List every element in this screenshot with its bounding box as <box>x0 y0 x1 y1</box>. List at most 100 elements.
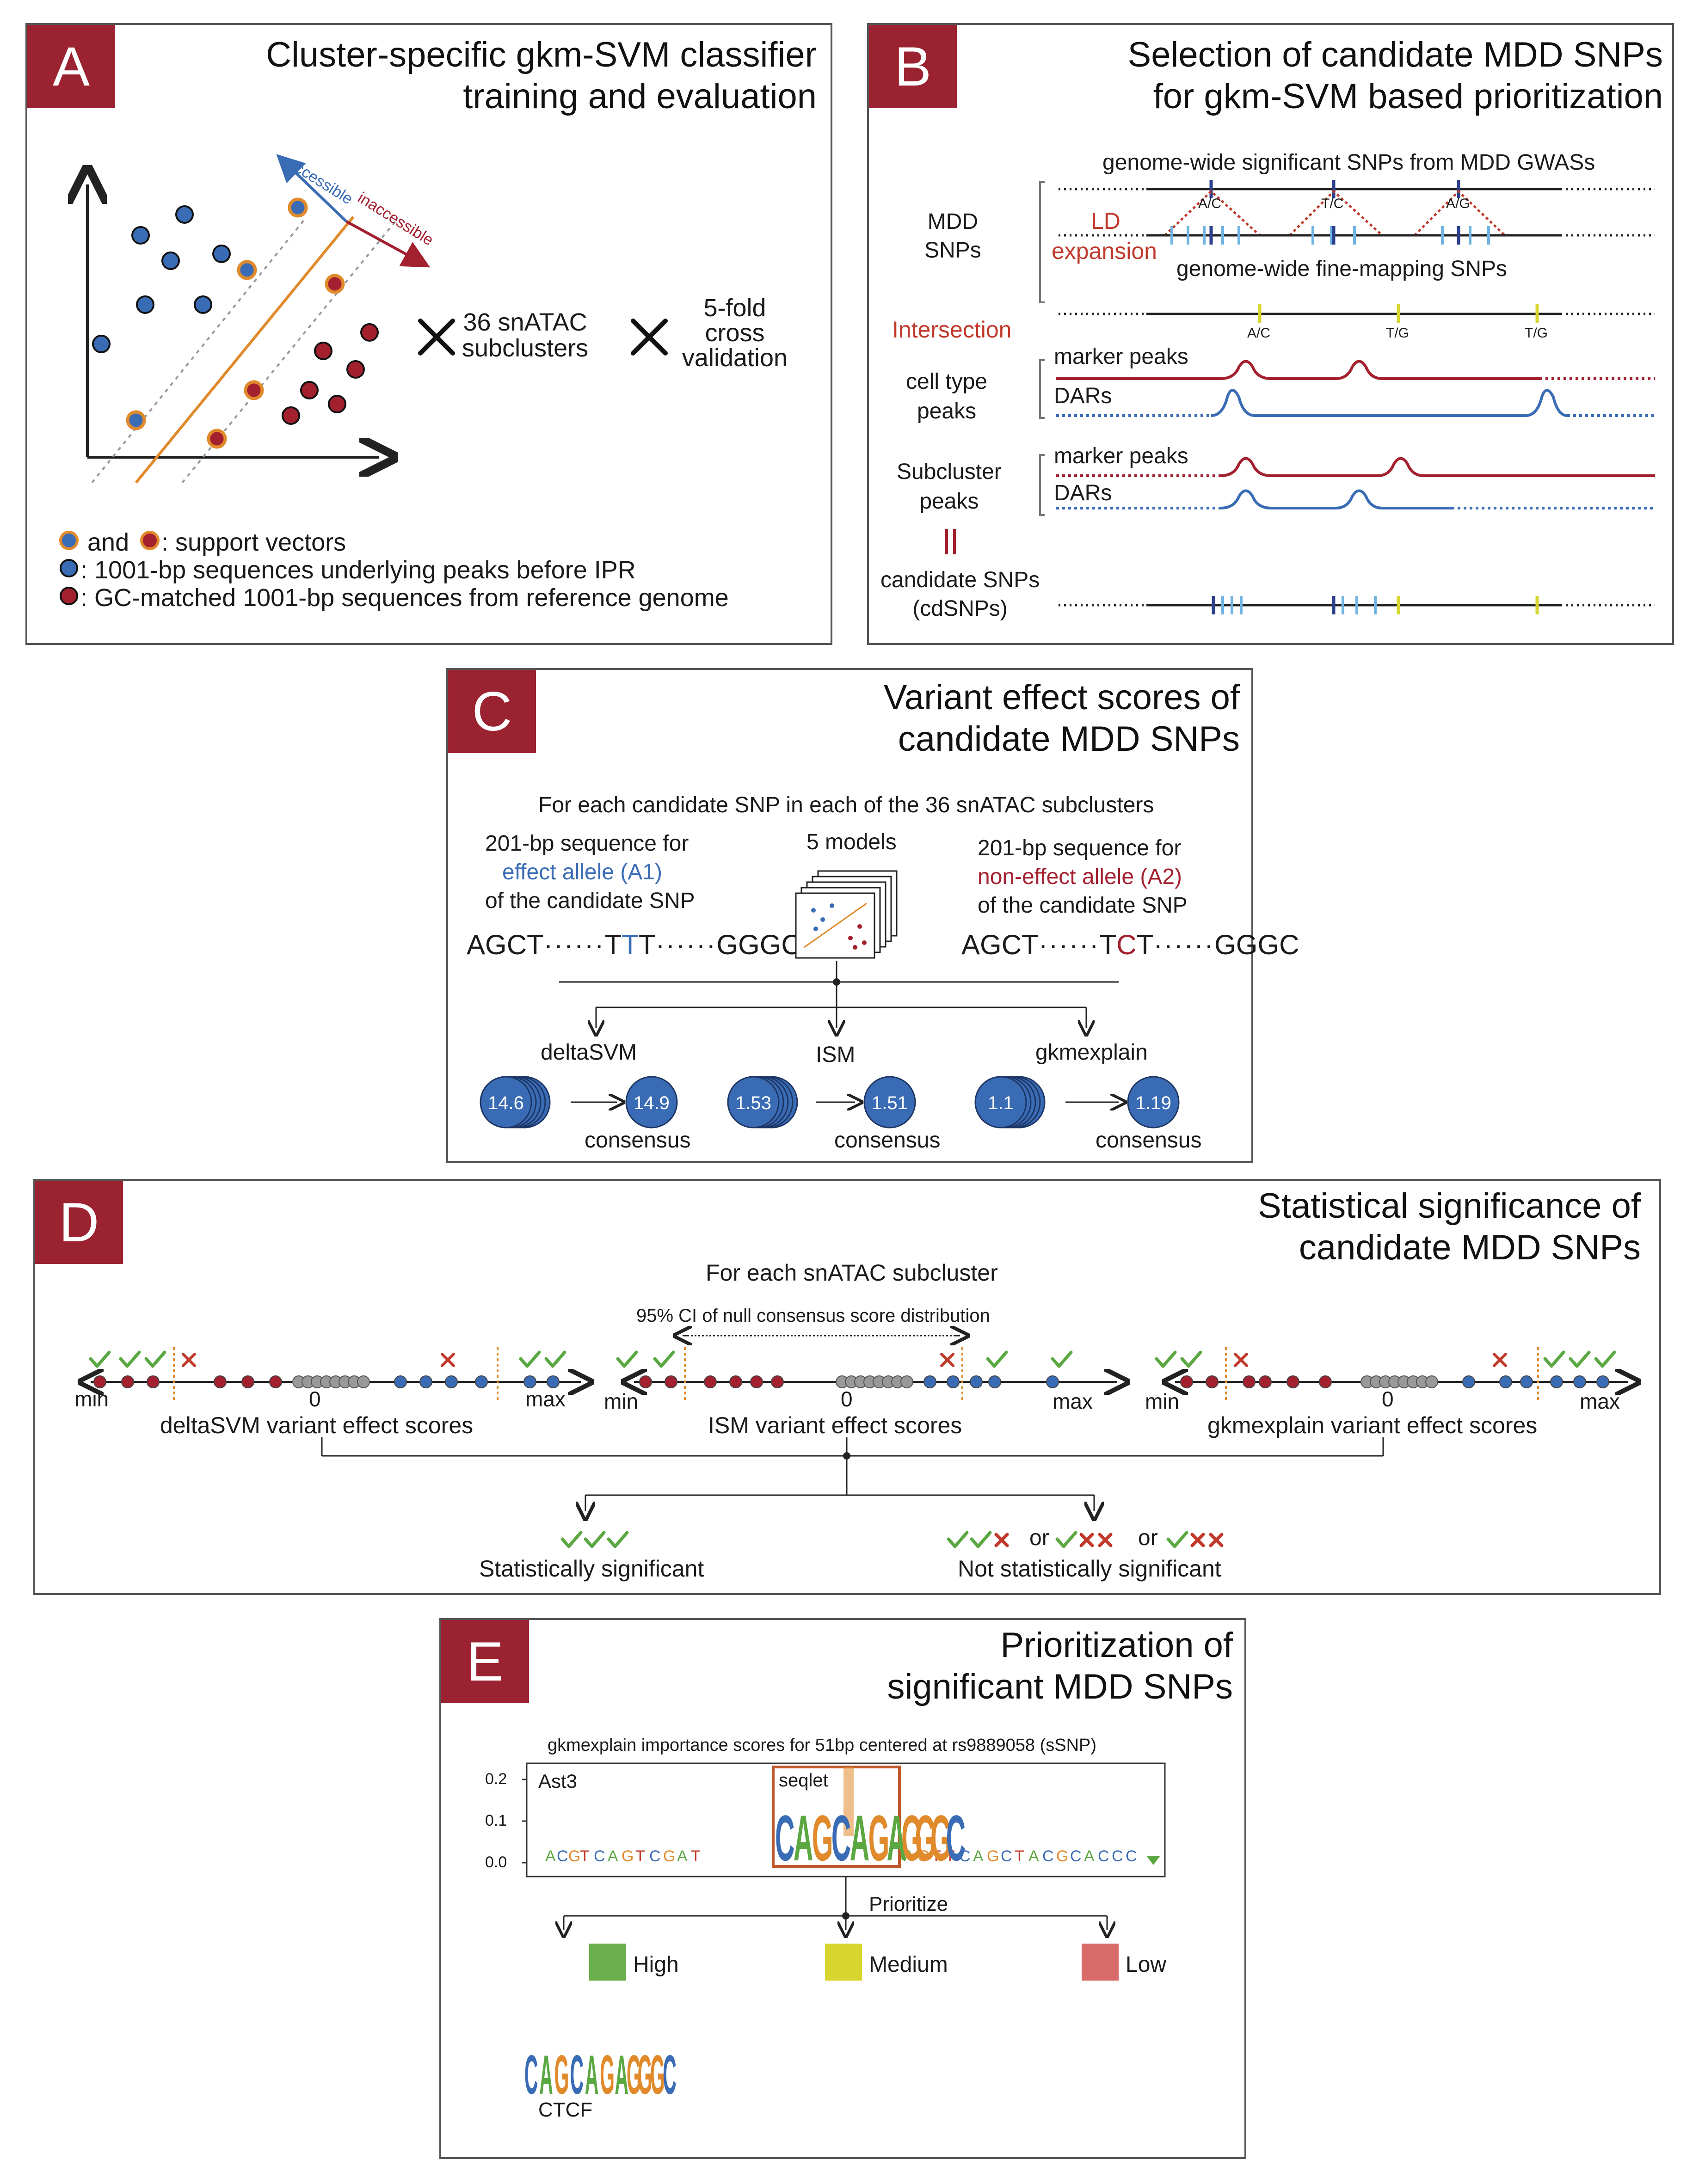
svg-text:C: C <box>1126 1847 1137 1865</box>
svg-text:C: C <box>1098 1847 1109 1865</box>
left-line2: effect allele (A1) <box>502 860 662 884</box>
svg-text:A: A <box>850 1802 869 1874</box>
svg-text:C: C <box>570 2044 584 2106</box>
axis3-min: min <box>1145 1389 1180 1413</box>
svg-text:A: A <box>973 1847 984 1865</box>
panel-e: E Prioritization of significant MDD SNPs… <box>439 1618 1246 2159</box>
celltype-marker-track <box>1056 360 1539 380</box>
method-gkmexplain: gkmexplain <box>1035 1040 1148 1065</box>
times-2-line3: validation <box>682 344 788 372</box>
brace-subcluster <box>1039 454 1045 516</box>
svg-text:C: C <box>959 1847 971 1865</box>
panel-e-title-line2: significant MDD SNPs <box>887 1667 1233 1706</box>
panel-c: C Variant effect scores of candidate MDD… <box>446 668 1299 1163</box>
model-mini-scatter <box>804 902 867 950</box>
svg-text:A: A <box>677 1847 688 1865</box>
panel-d-title-line1: Statistical significance of <box>1258 1186 1641 1226</box>
significant-checks <box>560 1531 629 1548</box>
red-point <box>282 406 300 425</box>
times-1-line2: subclusters <box>462 334 589 362</box>
svg-text:C: C <box>649 1847 661 1865</box>
subcluster-peaks-label: Subcluster peaks <box>897 457 1002 516</box>
ism-stack <box>727 1076 798 1129</box>
svg-text:C: C <box>1070 1847 1082 1865</box>
method-deltasvm: deltaSVM <box>541 1040 637 1065</box>
support-vector-red <box>244 380 264 400</box>
red-point <box>314 342 332 360</box>
candidate-line1: candidate SNPs <box>880 568 1040 592</box>
times-2-line1: 5-fold <box>703 294 766 322</box>
ld-triangle <box>1414 190 1506 236</box>
medium-label: Medium <box>869 1952 948 1977</box>
svg-text:G: G <box>568 1847 580 1865</box>
dars-label-2: DARs <box>1054 481 1112 505</box>
ld-triangle <box>1289 190 1383 236</box>
cross-marks <box>182 1353 1507 1367</box>
svg-text:G: G <box>650 2044 665 2106</box>
legend-blue <box>60 559 78 577</box>
svg-text:C: C <box>946 1802 966 1874</box>
svg-text:G: G <box>812 1802 833 1874</box>
panel-c-title-line1: Variant effect scores of <box>883 678 1240 717</box>
panel-c-badge: C <box>448 670 536 753</box>
svg-text:C: C <box>663 2044 676 2106</box>
allele-ac-top: A/C <box>1198 196 1222 211</box>
support-vector-red <box>207 429 227 449</box>
blue-point <box>175 205 194 224</box>
seqlet-motif: C A G C A G A G G G C <box>775 1802 966 1874</box>
celltype-line1: cell type <box>906 369 988 394</box>
svg-text:C: C <box>594 1847 605 1865</box>
ytick-0-2: 0.2 <box>485 1770 507 1788</box>
ld-label: LD <box>1091 208 1120 234</box>
marker-peaks-label-2: marker peaks <box>1054 444 1188 468</box>
importance-plot-title: gkmexplain importance scores for 51bp ce… <box>548 1736 1097 1755</box>
subcluster-line1: Subcluster <box>897 460 1002 484</box>
allele-tg-1: T/G <box>1386 325 1409 341</box>
candidate-line2: (cdSNPs) <box>912 596 1008 621</box>
svg-text:A: A <box>1084 1847 1095 1865</box>
svg-text:G: G <box>901 1802 923 1874</box>
ism-consensus <box>863 1076 916 1129</box>
ctcf-motif: C A G C A G A G G G C <box>524 2044 677 2106</box>
panel-b-badge: B <box>869 25 957 108</box>
support-vector-blue <box>288 197 308 218</box>
panel-b-title: Selection of candidate MDD SNPs for gkm-… <box>1128 34 1663 117</box>
finemap-label: genome-wide fine-mapping SNPs <box>1176 257 1508 281</box>
gkmexplain-stack <box>974 1076 1046 1129</box>
ld-triangle <box>1164 190 1261 236</box>
celltype-dar-track <box>1211 389 1568 417</box>
inaccessible-label: inaccessible <box>355 189 437 249</box>
times-2-line2: cross <box>705 319 765 347</box>
snp-selection-diagram <box>945 180 1655 614</box>
score-3b: 1.19 <box>1135 1093 1171 1113</box>
significance-diagram <box>35 1181 1663 1548</box>
axis2-zero: 0 <box>841 1387 853 1411</box>
celltype-peaks-label: cell type peaks <box>906 367 987 426</box>
consensus-1: consensus <box>585 1128 691 1153</box>
panel-d-title-line2: candidate MDD SNPs <box>1299 1228 1641 1267</box>
svg-text:A: A <box>608 1847 618 1865</box>
svg-text:C: C <box>1001 1847 1012 1865</box>
ism-axis <box>634 1347 1117 1403</box>
svg-text:A: A <box>794 1802 813 1874</box>
svg-text:T: T <box>691 1847 701 1865</box>
red-point <box>328 395 346 413</box>
subcluster-line2: peaks <box>919 489 979 514</box>
svg-text:T: T <box>635 1847 645 1865</box>
score-2b: 1.51 <box>872 1093 908 1113</box>
effect-allele-label: 201-bp sequence for effect allele (A1) o… <box>485 829 695 915</box>
axis2-min: min <box>604 1389 639 1413</box>
medium-swatch <box>825 1944 862 1981</box>
svg-text:T: T <box>931 1847 941 1865</box>
svg-text:C: C <box>524 2044 538 2106</box>
inaccessible-arrow <box>345 220 431 268</box>
deltasvm-stack <box>480 1076 551 1129</box>
svg-text:C: C <box>1042 1847 1054 1865</box>
allele-ag-top: A/G <box>1446 196 1470 211</box>
panel-a-title-line2: training and evaluation <box>463 77 817 116</box>
svg-text:G: G <box>627 2044 641 2106</box>
brace-mdd-snps <box>1039 181 1045 303</box>
score-1b: 14.9 <box>634 1093 670 1113</box>
not-significant-marks <box>947 1531 1224 1548</box>
